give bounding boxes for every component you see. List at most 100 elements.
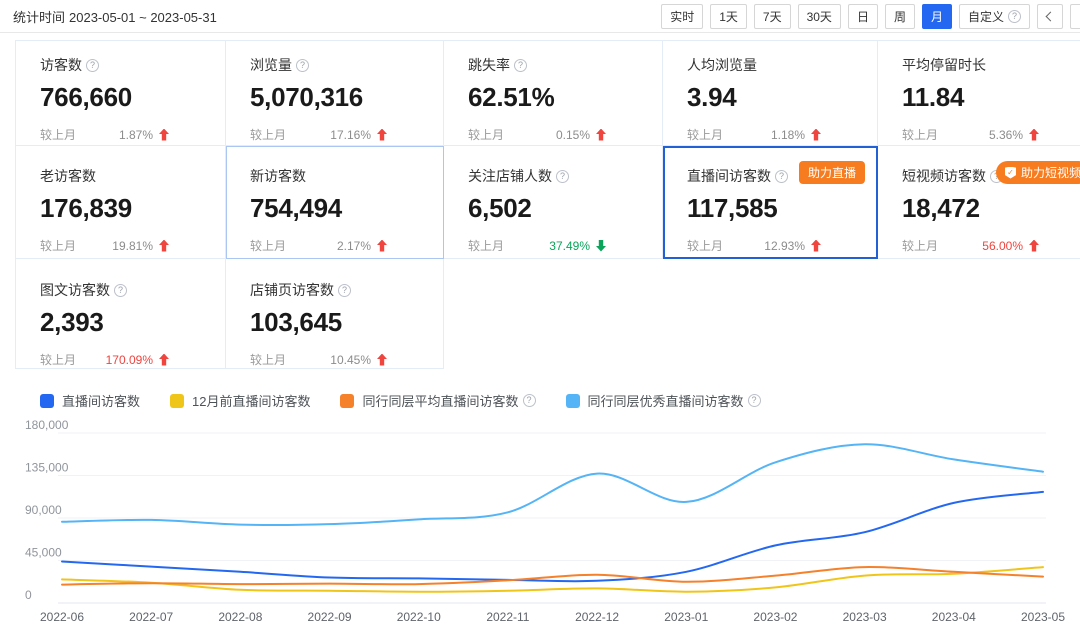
up-arrow-icon [377, 128, 387, 141]
compare-label: 较上月 [250, 239, 287, 253]
legend-item-live-room-visitors[interactable]: 直播间访客数 [40, 391, 140, 410]
legend-item-peer-excellent[interactable]: 同行同层优秀直播间访客数 ? [565, 391, 761, 410]
change-percent: 19.81% [112, 239, 169, 253]
time-range-7day[interactable]: 7天 [753, 3, 791, 29]
up-arrow-icon [811, 128, 821, 141]
change-percent: 0.15% [556, 128, 606, 142]
time-range-monthly[interactable]: 月 [921, 3, 952, 29]
up-arrow-icon [159, 128, 169, 141]
metric-cards-grid: 访客数? 766,660 较上月 1.87% 浏览量? 5,070,316 较上… [15, 40, 1080, 369]
legend-swatch [340, 393, 355, 408]
boost-short-video-badge[interactable]: ✓ 助力短视频 [995, 161, 1080, 184]
boost-live-badge[interactable]: 助力直播 [798, 161, 865, 184]
empty-cell [444, 259, 1080, 369]
card-title: 老访客数 [40, 168, 96, 184]
x-axis-label: 2022-11 [486, 610, 529, 624]
card-title: 店铺页访客数 [250, 282, 334, 298]
change-percent: 1.87% [119, 128, 169, 142]
stat-time-label: 统计时间 [13, 9, 66, 25]
stat-date-range: 2023-05-01 ~ 2023-05-31 [69, 9, 217, 25]
x-axis-label: 2022-09 [308, 610, 352, 624]
x-axis-label: 2023-02 [753, 610, 797, 624]
x-axis-label: 2023-05 [1021, 610, 1065, 624]
card-value: 18,472 [902, 193, 980, 223]
time-range-weekly[interactable]: 周 [884, 3, 915, 29]
up-arrow-icon [1029, 128, 1039, 141]
card-title: 短视频访客数 [902, 168, 986, 184]
card-value: 2,393 [40, 307, 104, 337]
compare-label: 较上月 [687, 128, 724, 142]
metric-card-visitors[interactable]: 访客数? 766,660 较上月 1.87% [16, 41, 226, 146]
shield-check-icon: ✓ [1004, 166, 1016, 179]
metric-card-image-text-visitors[interactable]: 图文访客数? 2,393 较上月 170.09% [16, 259, 226, 369]
time-range-daily[interactable]: 日 [847, 3, 878, 29]
stat-time: 统计时间 2023-05-01 ~ 2023-05-31 [13, 7, 221, 26]
x-axis-label: 2022-10 [397, 610, 441, 624]
metric-card-shop-page-visitors[interactable]: 店铺页访客数? 103,645 较上月 10.45% [226, 259, 444, 369]
legend-label: 直播间访客数 [62, 394, 141, 409]
change-percent: 37.49% [549, 239, 606, 253]
card-value: 6,502 [468, 193, 532, 223]
metric-card-returning-visitors[interactable]: 老访客数 176,839 较上月 19.81% [16, 146, 226, 259]
up-arrow-icon [377, 353, 387, 366]
down-arrow-icon [596, 239, 606, 252]
card-title: 直播间访客数 [687, 168, 771, 184]
metric-card-avg-pageviews[interactable]: 人均浏览量 3.94 较上月 1.18% [663, 41, 878, 146]
metric-card-new-visitors[interactable]: 新访客数 754,494 较上月 2.17% [226, 146, 444, 259]
prev-range-button[interactable] [1037, 3, 1063, 29]
change-percent: 10.45% [330, 353, 387, 367]
help-icon[interactable]: ? [338, 283, 351, 297]
help-icon[interactable]: ? [747, 394, 761, 407]
card-title: 平均停留时长 [902, 57, 986, 73]
x-axis-label: 2023-01 [664, 610, 708, 624]
legend-item-live-room-visitors-12mo-ago[interactable]: 12月前直播间访客数 [170, 391, 310, 410]
change-percent: 5.36% [989, 128, 1039, 142]
time-range-buttons: 实时 1天 7天 30天 日 周 月 自定义 ? [661, 3, 1080, 29]
metric-card-live-room-visitors[interactable]: 直播间访客数? 助力直播 117,585 较上月 12.93% [663, 146, 878, 259]
metric-card-bounce-rate[interactable]: 跳失率? 62.51% 较上月 0.15% [444, 41, 663, 146]
card-value: 754,494 [250, 193, 342, 223]
help-icon[interactable]: ? [556, 169, 569, 183]
help-icon[interactable]: ? [114, 283, 127, 297]
compare-label: 较上月 [687, 239, 724, 253]
metric-card-avg-stay-duration[interactable]: 平均停留时长 11.84 较上月 5.36% [878, 41, 1080, 146]
chevron-left-icon [1045, 11, 1055, 21]
time-range-custom[interactable]: 自定义 ? [958, 3, 1030, 29]
card-value: 3.94 [687, 82, 737, 112]
legend-label: 同行同层优秀直播间访客数 [587, 394, 744, 409]
time-range-realtime[interactable]: 实时 [661, 3, 704, 29]
help-icon[interactable]: ? [1008, 9, 1021, 23]
legend-swatch [40, 393, 54, 408]
change-percent: 56.00% [982, 239, 1039, 253]
chart-legend: 直播间访客数 12月前直播间访客数 同行同层平均直播间访客数 ? 同行同层优秀直… [40, 391, 1080, 410]
time-range-30day[interactable]: 30天 [797, 3, 841, 29]
metric-card-short-video-visitors[interactable]: 短视频访客数? ✓ 助力短视频 18,472 较上月 56.00% [878, 146, 1080, 259]
compare-label: 较上月 [40, 353, 77, 367]
help-icon[interactable]: ? [775, 169, 788, 183]
card-value: 117,585 [687, 193, 778, 223]
help-icon[interactable]: ? [86, 58, 99, 72]
y-axis-label: 90,000 [25, 503, 62, 517]
compare-label: 较上月 [250, 128, 287, 142]
compare-label: 较上月 [40, 128, 77, 142]
compare-label: 较上月 [40, 239, 77, 253]
card-title: 新访客数 [250, 168, 306, 184]
visitors-trend-chart[interactable]: 0 45,000 90,000 135,000 180,000 2022-06 2022-0… [0, 410, 1080, 632]
legend-item-peer-average[interactable]: 同行同层平均直播间访客数 ? [340, 391, 536, 410]
compare-label: 较上月 [902, 128, 939, 142]
compare-label: 较上月 [468, 128, 505, 142]
y-axis-label: 0 [25, 588, 32, 602]
next-range-button[interactable] [1070, 3, 1080, 29]
card-title: 图文访客数 [40, 282, 110, 298]
legend-swatch [565, 393, 580, 408]
card-value: 11.84 [902, 82, 965, 112]
metric-card-pageviews[interactable]: 浏览量? 5,070,316 较上月 17.16% [226, 41, 444, 146]
up-arrow-icon [1029, 239, 1039, 252]
time-range-1day[interactable]: 1天 [710, 3, 747, 29]
help-icon[interactable]: ? [296, 58, 309, 72]
legend-label: 同行同层平均直播间访客数 [362, 394, 519, 409]
help-icon[interactable]: ? [514, 58, 527, 72]
help-icon[interactable]: ? [522, 394, 536, 407]
up-arrow-icon [811, 239, 821, 252]
metric-card-shop-followers[interactable]: 关注店铺人数? 6,502 较上月 37.49% [444, 146, 663, 259]
